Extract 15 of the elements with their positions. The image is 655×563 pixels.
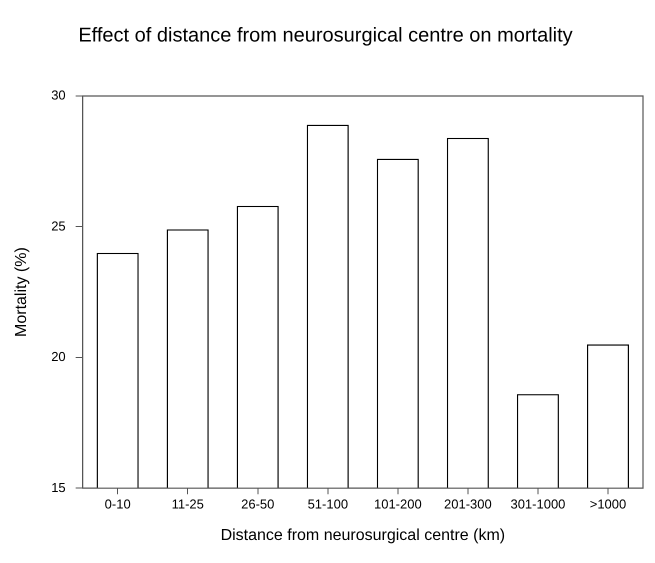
y-tick-label: 15 <box>51 480 66 495</box>
y-tick-label: 20 <box>51 349 66 364</box>
y-tick-label: 25 <box>51 218 66 234</box>
x-tick-label: 26-50 <box>241 496 274 512</box>
x-tick-label: 301-1000 <box>510 496 566 512</box>
x-axis-title: Distance from neurosurgical centre (km) <box>220 526 506 544</box>
chart-title: Effect of distance from neurosurgical centre on mortality <box>78 24 573 47</box>
x-tick-label: 11-25 <box>172 496 204 512</box>
x-tick-label: 0-10 <box>104 496 131 512</box>
y-tick-label: 30 <box>51 88 66 103</box>
y-axis-title: Mortality (%) <box>13 247 30 337</box>
x-tick-label: >1000 <box>590 496 626 512</box>
x-tick-label: 201-300 <box>444 496 492 512</box>
x-tick-label: 51-100 <box>308 496 348 512</box>
x-tick-label: 101-200 <box>374 496 422 512</box>
